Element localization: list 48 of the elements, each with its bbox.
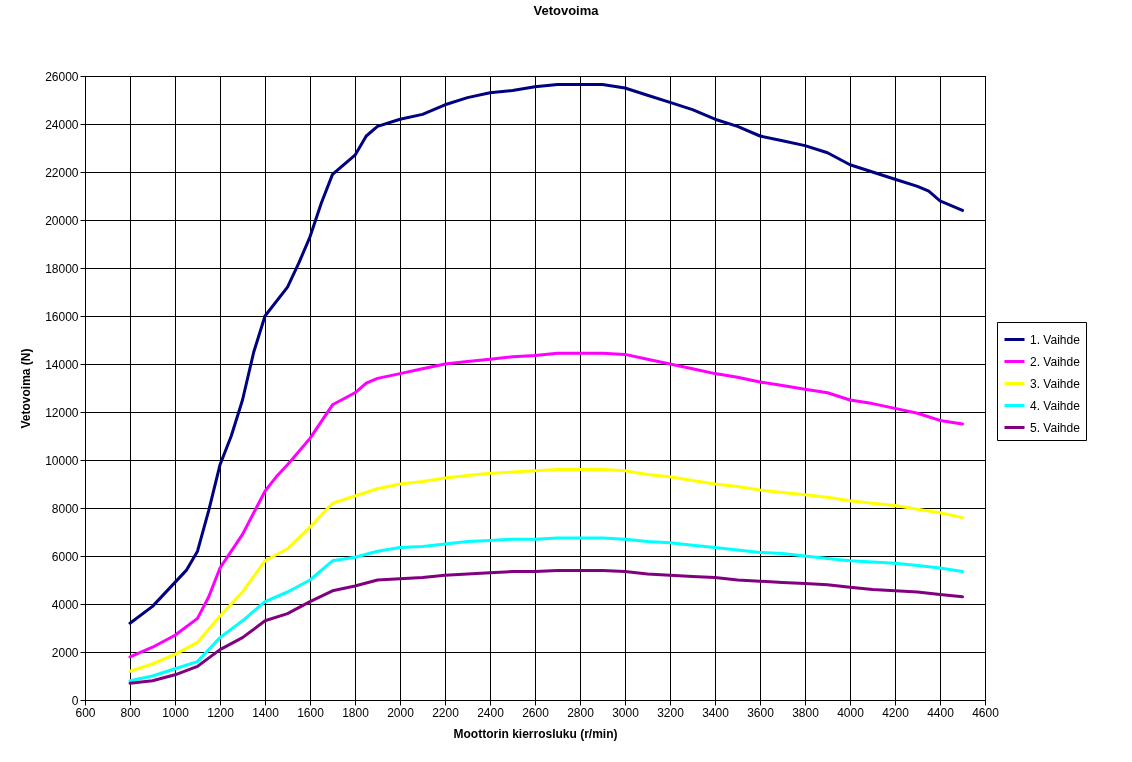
legend-label: 3. Vaihde bbox=[1030, 376, 1081, 391]
y-tick-label: 12000 bbox=[45, 405, 79, 420]
y-tick-label: 26000 bbox=[45, 69, 79, 84]
y-tick-label: 2000 bbox=[51, 645, 79, 660]
x-tick-label: 4600 bbox=[972, 705, 1000, 720]
x-tick-label: 3000 bbox=[612, 705, 640, 720]
x-tick-label: 4400 bbox=[927, 705, 955, 720]
line-series bbox=[128, 568, 964, 685]
x-tick-label: 1200 bbox=[207, 705, 235, 720]
x-tick-label: 3400 bbox=[702, 705, 730, 720]
x-tick-label: 2400 bbox=[477, 705, 505, 720]
y-tick-label: 16000 bbox=[45, 309, 79, 324]
x-tick-label: 2000 bbox=[387, 705, 415, 720]
x-tick-label: 1000 bbox=[162, 705, 190, 720]
y-tick-label: 20000 bbox=[45, 213, 79, 228]
x-tick-label: 4000 bbox=[837, 705, 865, 720]
y-axis-title: Vetovoima (N) bbox=[19, 348, 34, 429]
line-series bbox=[128, 82, 964, 625]
y-tick-label: 10000 bbox=[45, 453, 79, 468]
x-tick-label: 2800 bbox=[567, 705, 595, 720]
line-series bbox=[128, 468, 964, 673]
y-tick-label: 0 bbox=[71, 693, 79, 708]
y-tick-label: 8000 bbox=[51, 501, 79, 516]
y-tick-label: 6000 bbox=[51, 549, 79, 564]
x-axis-title: Moottorin kierrosluku (r/min) bbox=[453, 726, 618, 741]
x-tick-label: 4200 bbox=[882, 705, 910, 720]
x-tick-label: 3600 bbox=[747, 705, 775, 720]
x-tick-label: 3800 bbox=[792, 705, 820, 720]
y-tick-label: 22000 bbox=[45, 165, 79, 180]
x-tick-label: 1400 bbox=[252, 705, 280, 720]
chart-title: Vetovoima bbox=[533, 3, 600, 18]
x-tick-label: 800 bbox=[120, 705, 141, 720]
y-tick-label: 18000 bbox=[45, 261, 79, 276]
x-tick-label: 3200 bbox=[657, 705, 685, 720]
x-tick-label: 600 bbox=[75, 705, 96, 720]
legend-label: 1. Vaihde bbox=[1030, 332, 1081, 347]
x-tick-label: 2600 bbox=[522, 705, 550, 720]
x-tick-label: 1800 bbox=[342, 705, 370, 720]
line-series bbox=[128, 536, 964, 683]
legend-label: 4. Vaihde bbox=[1030, 398, 1081, 413]
legend-label: 5. Vaihde bbox=[1030, 420, 1081, 435]
legend-label: 2. Vaihde bbox=[1030, 354, 1081, 369]
x-tick-label: 1600 bbox=[297, 705, 325, 720]
y-tick-label: 14000 bbox=[45, 357, 79, 372]
y-tick-label: 24000 bbox=[45, 117, 79, 132]
line-series bbox=[128, 351, 964, 659]
y-tick-label: 4000 bbox=[51, 597, 79, 612]
x-tick-label: 2200 bbox=[432, 705, 460, 720]
